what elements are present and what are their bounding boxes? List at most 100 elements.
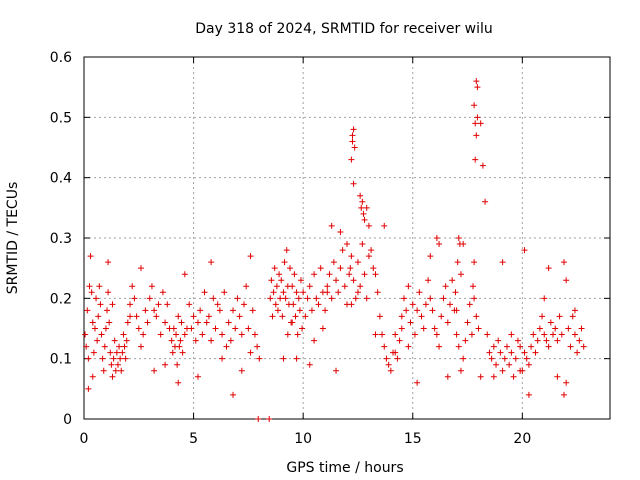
data-point (473, 78, 480, 85)
data-point (249, 307, 256, 314)
data-point (104, 307, 111, 314)
data-point (324, 289, 331, 296)
data-point (545, 265, 552, 272)
data-point (541, 331, 548, 338)
data-point (174, 361, 181, 368)
data-point (372, 271, 379, 278)
data-point (472, 120, 479, 127)
data-point (431, 325, 438, 332)
data-point (486, 349, 493, 356)
data-point (194, 319, 201, 326)
data-point (282, 295, 289, 302)
data-point (175, 379, 182, 386)
y-tick-label: 0.2 (50, 291, 72, 307)
data-point (525, 391, 532, 398)
data-point (455, 235, 462, 241)
data-point (339, 247, 346, 254)
data-point (552, 325, 559, 332)
data-point (574, 349, 581, 356)
data-point (254, 343, 261, 350)
data-point (359, 241, 366, 248)
data-point (101, 343, 108, 350)
data-point (137, 265, 144, 272)
data-point (148, 283, 155, 290)
data-point (105, 259, 112, 266)
data-point (473, 313, 480, 320)
data-point (455, 343, 462, 350)
data-point (87, 253, 94, 260)
data-point (99, 355, 106, 362)
data-point (376, 313, 383, 320)
data-point (420, 325, 427, 332)
chart-title: Day 318 of 2024, SRMTID for receiver wil… (195, 21, 493, 37)
y-tick-label: 0.6 (50, 50, 72, 66)
data-point (571, 331, 578, 338)
data-point (221, 289, 228, 296)
data-point (512, 355, 519, 362)
data-point (349, 138, 356, 145)
data-point (266, 416, 273, 422)
data-point (514, 337, 521, 344)
data-point (256, 355, 263, 362)
data-point (440, 295, 447, 302)
data-point (91, 325, 98, 332)
data-point (98, 331, 105, 338)
data-point (162, 361, 169, 368)
data-point (287, 265, 294, 272)
data-point (556, 313, 563, 320)
data-point (243, 283, 250, 290)
data-point (169, 349, 176, 356)
data-point (271, 265, 278, 272)
data-point (162, 319, 169, 326)
data-point (110, 355, 117, 362)
data-point (490, 343, 497, 350)
data-point (238, 331, 245, 338)
data-point (142, 307, 149, 314)
data-point (523, 355, 530, 362)
data-point (208, 337, 215, 344)
axis-ticks: 0 0.1 0.2 0.3 0.4 0.5 0.6 0 5 10 15 20 (50, 50, 610, 447)
data-point (482, 198, 489, 205)
data-point (416, 289, 423, 296)
data-point (473, 132, 480, 139)
data-point (427, 295, 434, 302)
data-point (186, 301, 193, 308)
data-point (137, 343, 144, 350)
data-point (94, 337, 101, 344)
data-point (346, 271, 353, 278)
data-point (245, 325, 252, 332)
y-tick-label: 0.4 (50, 171, 72, 187)
data-point (405, 343, 412, 350)
data-point (227, 337, 234, 344)
data-point (359, 198, 366, 205)
data-point (495, 337, 502, 344)
data-point (442, 283, 449, 290)
data-point (111, 337, 118, 344)
data-point (474, 84, 481, 91)
data-point (223, 343, 230, 350)
data-point (425, 277, 432, 284)
data-point (208, 259, 215, 266)
data-point (269, 313, 276, 320)
data-point (477, 373, 484, 380)
data-point (123, 337, 130, 344)
data-point (109, 373, 116, 380)
data-point (273, 283, 280, 290)
data-point (383, 355, 390, 362)
data-point (290, 301, 297, 308)
data-point (361, 271, 368, 278)
data-point (560, 391, 567, 398)
data-point (216, 307, 223, 314)
data-point (232, 325, 239, 332)
data-point (230, 307, 237, 314)
data-point (536, 325, 543, 332)
data-point (302, 313, 309, 320)
data-point (436, 241, 443, 248)
data-point (311, 337, 318, 344)
data-point (571, 307, 578, 314)
data-point (348, 301, 355, 308)
data-point (135, 325, 142, 332)
y-axis-label: SRMTID / TECUs (5, 182, 21, 295)
data-point (83, 343, 90, 350)
data-point (95, 313, 102, 320)
